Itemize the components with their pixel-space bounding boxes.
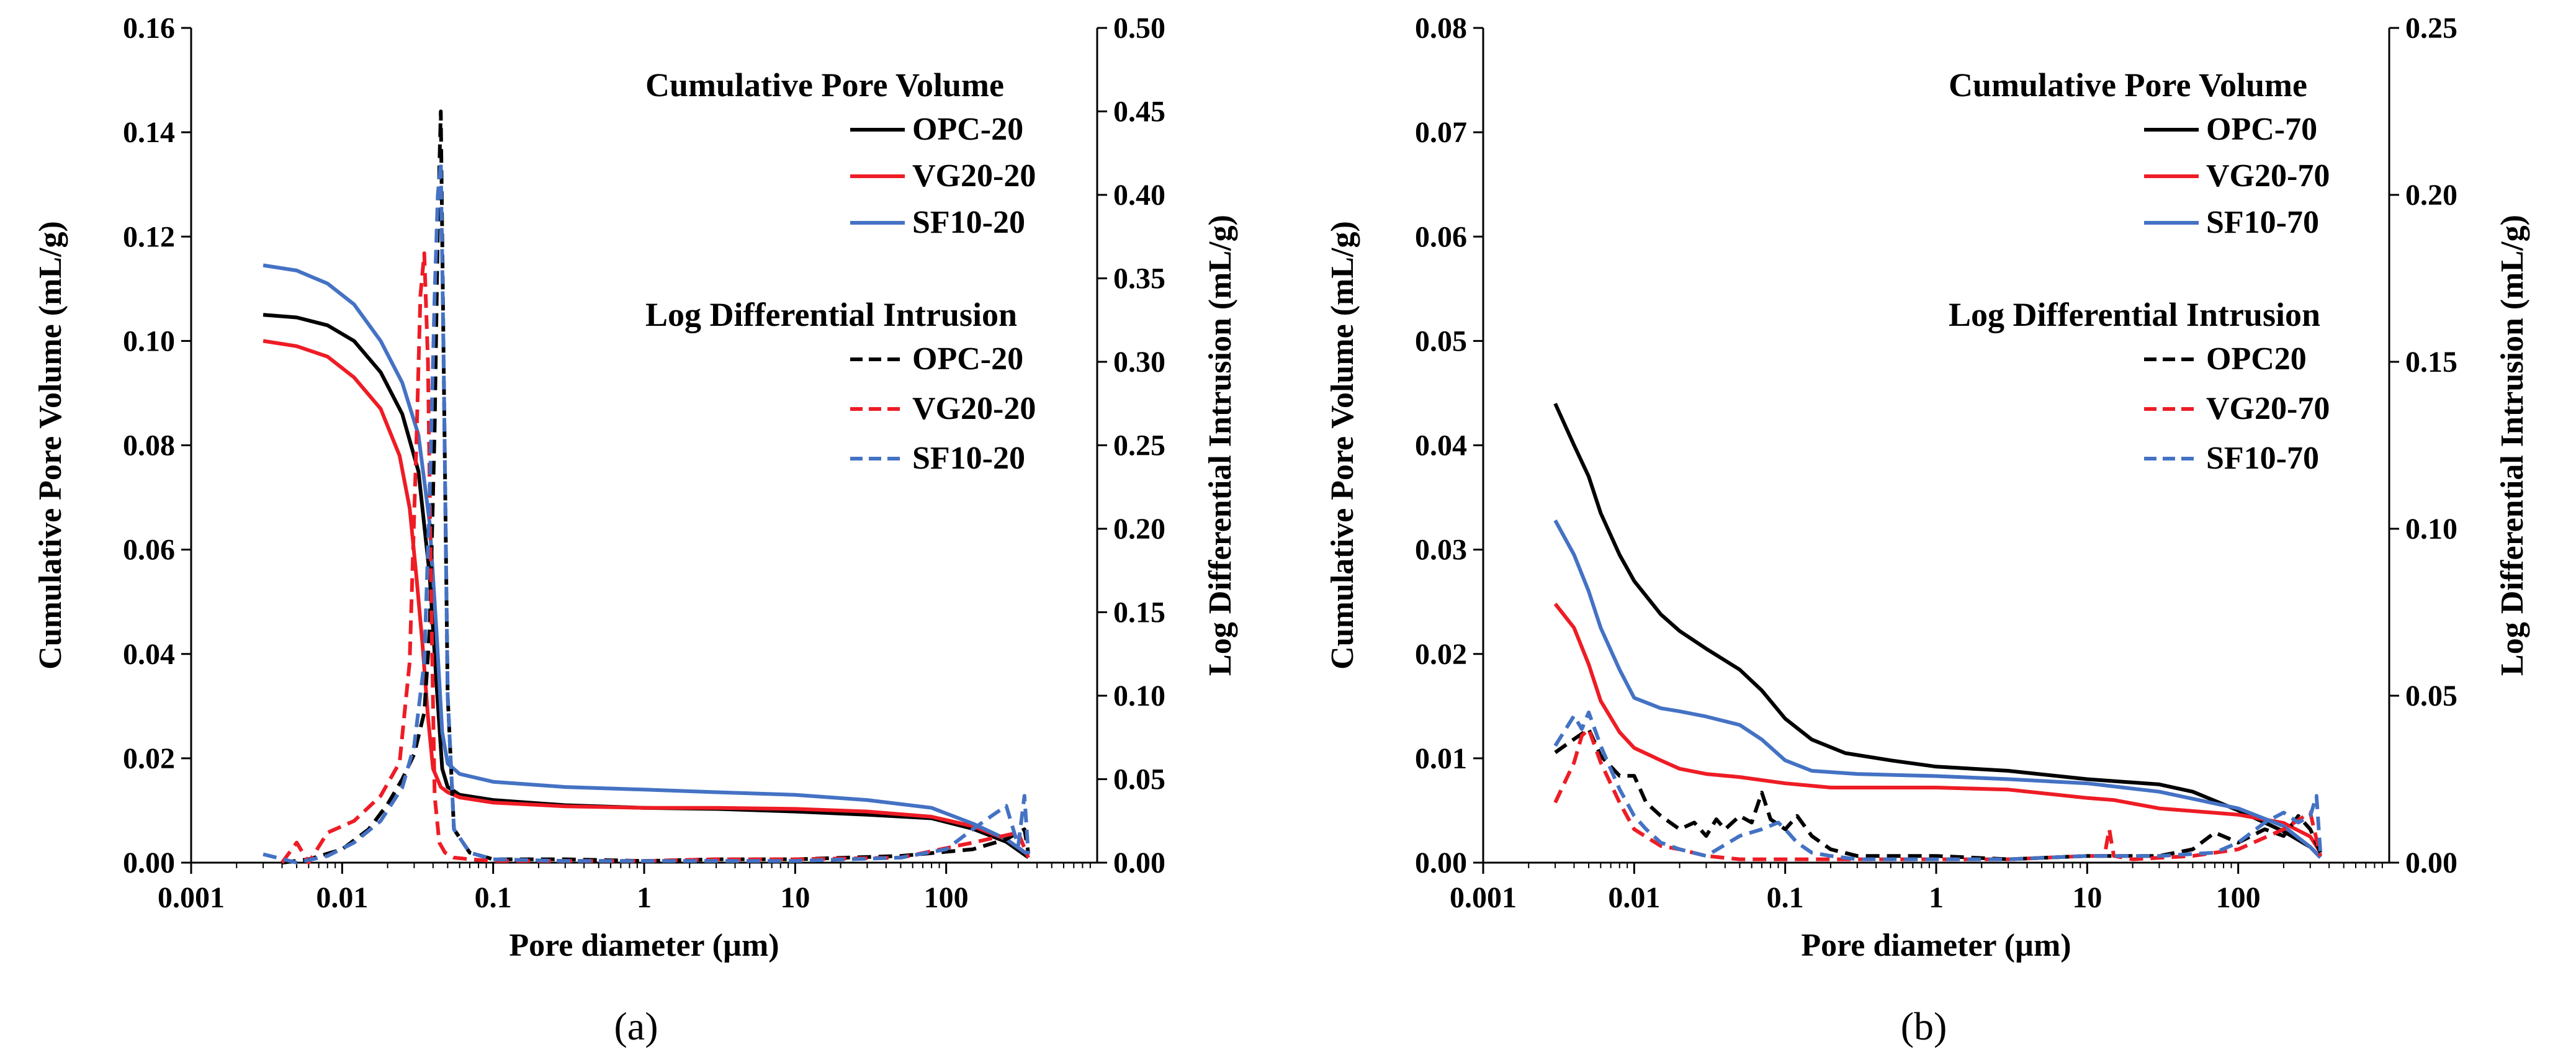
y2-tick-label: 0.45 bbox=[1113, 96, 1165, 128]
x-tick-label: 100 bbox=[924, 881, 969, 914]
y2-tick-label: 0.20 bbox=[1113, 513, 1165, 546]
y-tick-label: 0.00 bbox=[123, 847, 175, 879]
y-tick-label: 0.06 bbox=[123, 534, 175, 567]
x-tick-label: 0.001 bbox=[1450, 881, 1517, 914]
legend-entry-label: VG20-70 bbox=[2206, 158, 2330, 194]
y2-tick-label: 0.40 bbox=[1113, 179, 1165, 212]
y-axis-title: Cumulative Pore Volume (mL/g) bbox=[1325, 221, 1360, 670]
y-tick-label: 0.03 bbox=[1415, 534, 1467, 567]
y2-tick-label: 0.10 bbox=[2405, 513, 2457, 546]
y-tick-label: 0.02 bbox=[1415, 638, 1467, 671]
legend-entry-label: OPC20 bbox=[2206, 341, 2307, 377]
x-tick-label: 1 bbox=[1929, 881, 1944, 914]
y2-tick-label: 0.20 bbox=[2405, 179, 2457, 212]
legend-entry-label: OPC-20 bbox=[912, 341, 1023, 377]
y2-tick-label: 0.25 bbox=[1113, 429, 1165, 462]
y-tick-label: 0.04 bbox=[123, 638, 175, 671]
y-axis-title: Cumulative Pore Volume (mL/g) bbox=[33, 221, 68, 670]
y-tick-label: 0.08 bbox=[123, 429, 175, 462]
legend-heading-cumulative: Cumulative Pore Volume bbox=[645, 66, 1004, 104]
y2-tick-label: 0.30 bbox=[1113, 346, 1165, 379]
legend-entry-label: VG20-20 bbox=[912, 391, 1036, 426]
series-line-cumulative-sf10-70 bbox=[1553, 519, 2322, 859]
y-tick-label: 0.02 bbox=[123, 742, 175, 775]
series-line-log-diff-opc20 bbox=[1554, 727, 2322, 861]
y-tick-label: 0.08 bbox=[1415, 12, 1467, 45]
x-tick-label: 10 bbox=[2072, 881, 2102, 914]
y2-tick-label: 0.10 bbox=[1113, 680, 1165, 712]
legend-entry-label: SF10-20 bbox=[912, 441, 1025, 476]
y2-tick-label: 0.25 bbox=[2405, 12, 2457, 45]
legend: Cumulative Pore Volume Log Differential I… bbox=[1949, 66, 2330, 476]
x-tick-label: 0.001 bbox=[158, 881, 225, 914]
x-tick-label: 0.01 bbox=[316, 881, 368, 914]
x-tick-label: 0.1 bbox=[1767, 881, 1804, 914]
y2-axis-title: Log Differential Intrusion (mL/g) bbox=[1203, 215, 1238, 676]
y-tick-label: 0.16 bbox=[123, 12, 175, 45]
y2-tick-label: 0.05 bbox=[1113, 763, 1165, 796]
chart-panel-b: 0.00 0.01 0.02 0.03 0.04 0.05 0.06 0.07 0.08 0.00… bbox=[1325, 12, 2530, 1048]
y-tick-label: 0.06 bbox=[1415, 220, 1467, 253]
series-line-cumulative-opc-70 bbox=[1553, 403, 2322, 859]
y-tick-label: 0.14 bbox=[123, 116, 175, 149]
y2-tick-label: 0.05 bbox=[2405, 680, 2457, 712]
x-tick-label: 0.01 bbox=[1608, 881, 1660, 914]
legend-entry-label: OPC-70 bbox=[2206, 112, 2317, 147]
series-line-cumulative-vg20-70 bbox=[1553, 603, 2322, 853]
x-tick-label: 10 bbox=[780, 881, 810, 914]
legend-entry-label: SF10-70 bbox=[2206, 205, 2319, 240]
y-tick-label: 0.12 bbox=[123, 220, 175, 253]
y-tick-label: 0.00 bbox=[1415, 847, 1467, 879]
legend-heading-log-differential: Log Differential Intrusion bbox=[645, 296, 1017, 333]
legend-heading-log-differential: Log Differential Intrusion bbox=[1949, 296, 2320, 333]
y2-axis-title: Log Differential Intrusion (mL/g) bbox=[2495, 215, 2530, 676]
y-tick-label: 0.07 bbox=[1415, 116, 1467, 149]
series-line-log-diff-sf10-70 bbox=[1553, 710, 2323, 861]
y2-tick-label: 0.00 bbox=[2405, 847, 2457, 879]
x-axis-title: Pore diameter (µm) bbox=[509, 928, 779, 963]
legend-entry-label: VG20-70 bbox=[2206, 391, 2330, 426]
panel-caption: (a) bbox=[614, 1004, 658, 1048]
y-tick-label: 0.04 bbox=[1415, 429, 1467, 462]
x-tick-label: 0.1 bbox=[475, 881, 512, 914]
x-tick-label: 1 bbox=[637, 881, 652, 914]
x-axis-title: Pore diameter (µm) bbox=[1801, 928, 2071, 963]
panel-caption: (b) bbox=[1901, 1004, 1947, 1048]
y2-tick-label: 0.00 bbox=[1113, 847, 1165, 879]
legend: Cumulative Pore Volume Log Differential I… bbox=[645, 66, 1036, 476]
y2-tick-label: 0.35 bbox=[1113, 263, 1165, 295]
legend-entry-label: VG20-20 bbox=[912, 158, 1036, 194]
legend-entry-label: OPC-20 bbox=[912, 112, 1023, 147]
series-line-log-diff-sf10-20 bbox=[263, 159, 1031, 865]
series-line-cumulative-sf10-20 bbox=[263, 263, 1030, 856]
chart-panel-a: 0.00 0.02 0.04 0.06 0.08 0.10 0.12 0.14 0.16 0.00… bbox=[33, 12, 1238, 1048]
y-tick-label: 0.01 bbox=[1415, 742, 1467, 775]
series-line-cumulative-vg20-20 bbox=[263, 339, 1030, 856]
y-tick-label: 0.05 bbox=[1415, 325, 1467, 357]
y2-tick-label: 0.15 bbox=[1113, 596, 1165, 629]
y2-tick-label: 0.15 bbox=[2405, 346, 2457, 379]
x-tick-label: 100 bbox=[2216, 881, 2261, 914]
legend-entry-label: SF10-20 bbox=[912, 205, 1025, 240]
legend-heading-cumulative: Cumulative Pore Volume bbox=[1949, 66, 2307, 104]
series-line-log-diff-vg20-70 bbox=[1553, 727, 2323, 861]
legend-entry-label: SF10-70 bbox=[2206, 441, 2319, 476]
y2-tick-label: 0.50 bbox=[1113, 12, 1165, 45]
y-tick-label: 0.10 bbox=[123, 325, 175, 357]
